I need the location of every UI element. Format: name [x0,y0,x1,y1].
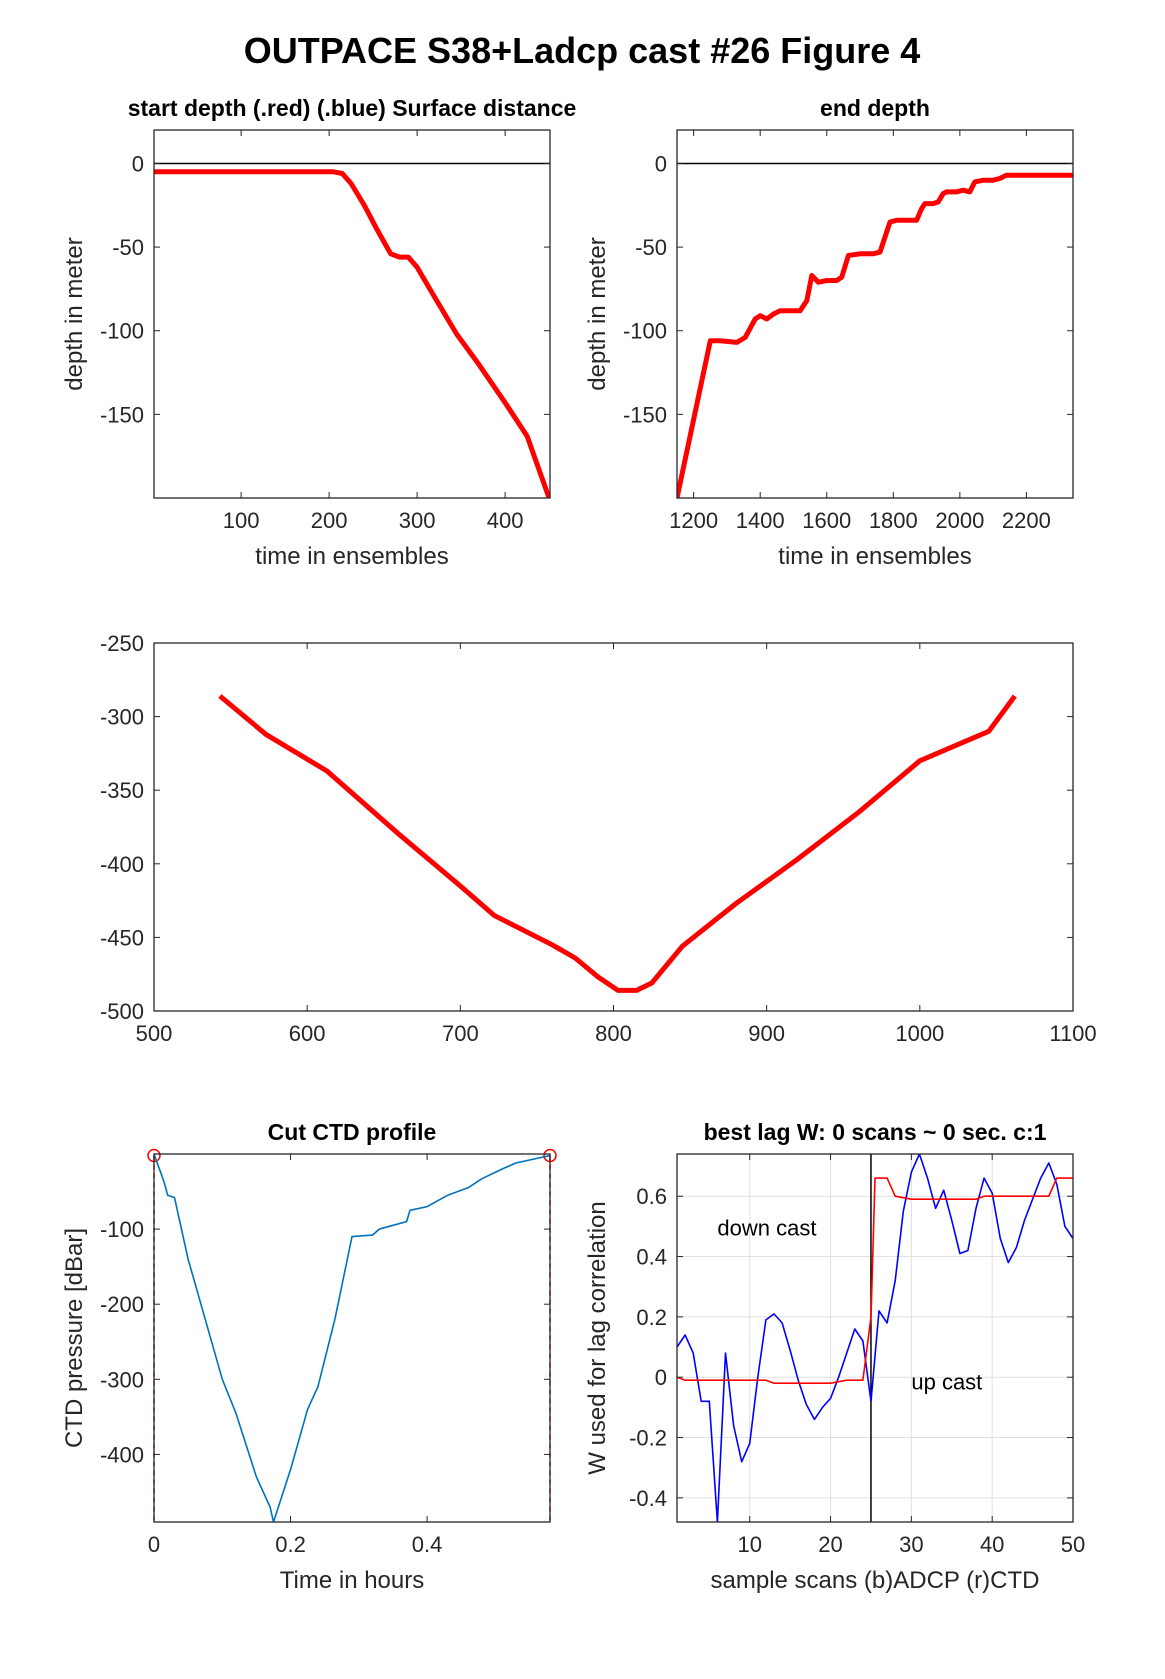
x-tick-label: 600 [289,1021,326,1046]
chart-title: start depth (.red) (.blue) Surface dista… [128,95,577,121]
y-tick-label: -50 [112,235,144,260]
y-tick-label: -500 [100,999,144,1024]
x-axis-label: time in ensembles [255,543,448,570]
axes-box [153,129,551,499]
y-tick-label: -100 [623,319,667,344]
chart-title: end depth [820,95,930,121]
x-tick-label: 1400 [736,508,785,533]
x-tick-label: 900 [748,1021,785,1046]
x-tick-label: 10 [737,1532,761,1557]
y-tick-label: 0 [132,151,144,176]
y-tick-label: 0 [655,151,667,176]
x-tick-label: 500 [136,1021,173,1046]
x-tick-label: 1600 [802,508,851,533]
y-tick-label: -450 [100,925,144,950]
x-tick-label: 1000 [895,1021,944,1046]
series-line [154,1154,550,1522]
chart-title: Cut CTD profile [268,1119,437,1145]
y-tick-label: -150 [623,402,667,427]
y-tick-label: -50 [635,235,667,260]
y-tick-label: -100 [100,1217,144,1242]
series-line [677,172,1073,498]
y-tick-label: -300 [100,1367,144,1392]
series-line [154,169,550,498]
y-tick-label: -250 [100,631,144,656]
x-tick-label: 50 [1061,1532,1085,1557]
y-axis-label: W used for lag correlation [584,1201,611,1474]
y-tick-label: 0.4 [636,1245,667,1270]
x-tick-label: 200 [311,508,348,533]
y-tick-label: -200 [100,1292,144,1317]
x-axis-label: sample scans (b)ADCP (r)CTD [711,1567,1040,1594]
chart-panel-end_depth: 1200 1400 1600 1800 2000 2200 0 -50 -100 -150 end … [584,95,1074,570]
axes-box [153,642,1074,1012]
x-tick-label: 800 [595,1021,632,1046]
x-tick-label: 0.2 [275,1532,306,1557]
x-tick-label: 1200 [669,508,718,533]
chart-panel-start_depth: 100 200 300 400 0 -50 -100 -150 start depth (.re… [61,95,576,570]
axes-box [676,1153,1074,1523]
x-tick-label: 40 [980,1532,1004,1557]
y-tick-label: 0 [655,1365,667,1390]
x-tick-label: 30 [899,1532,923,1557]
x-tick-label: 2200 [1002,508,1051,533]
axes-box [153,1153,551,1523]
x-tick-label: 400 [487,508,524,533]
y-axis-label: CTD pressure [dBar] [61,1228,88,1448]
x-tick-label: 1800 [869,508,918,533]
y-tick-label: -400 [100,1442,144,1467]
figure-title: OUTPACE S38+Ladcp cast #26 Figure 4 [244,30,921,71]
y-tick-label: -300 [100,705,144,730]
series-line [677,1177,1073,1384]
y-axis-label: depth in meter [584,237,611,390]
y-tick-label: -400 [100,852,144,877]
annotation-label: down cast [717,1215,816,1240]
chart-title: best lag W: 0 scans ~ 0 sec. c:1 [704,1119,1047,1145]
x-tick-label: 1100 [1049,1021,1096,1046]
x-tick-label: 300 [399,508,436,533]
y-tick-label: -150 [100,402,144,427]
y-axis-label: depth in meter [61,237,88,390]
chart-panel-cut_ctd_profile: 0 0.2 0.4 -100 -200 -300 -400 Cut CTD profile Ti… [61,1119,557,1594]
x-tick-label: 0 [148,1532,160,1557]
x-tick-label: 100 [223,508,260,533]
y-tick-label: 0.6 [636,1184,667,1209]
x-tick-label: 700 [442,1021,479,1046]
x-tick-label: 20 [818,1532,842,1557]
axes-box [676,129,1074,499]
chart-panel-middle_profile: 500 600 700 800 900 1000 1100 -250 -300 -350 -400 -… [100,631,1097,1046]
x-axis-label: time in ensembles [778,543,971,570]
x-tick-label: 2000 [935,508,984,533]
x-tick-label: 0.4 [412,1532,443,1557]
chart-panel-best_lag: 10 20 30 40 50 0.6 0.4 0.2 0 -0.2 -0.4 best lag W: … [584,1119,1085,1594]
y-tick-label: -0.2 [629,1426,667,1451]
series-line [218,694,1017,993]
y-tick-label: -100 [100,319,144,344]
y-tick-label: -350 [100,778,144,803]
series-line [677,1154,1073,1522]
y-tick-label: -0.4 [629,1486,667,1511]
y-tick-label: 0.2 [636,1305,667,1330]
annotation-label: up cast [911,1369,982,1394]
x-axis-label: Time in hours [280,1567,425,1594]
